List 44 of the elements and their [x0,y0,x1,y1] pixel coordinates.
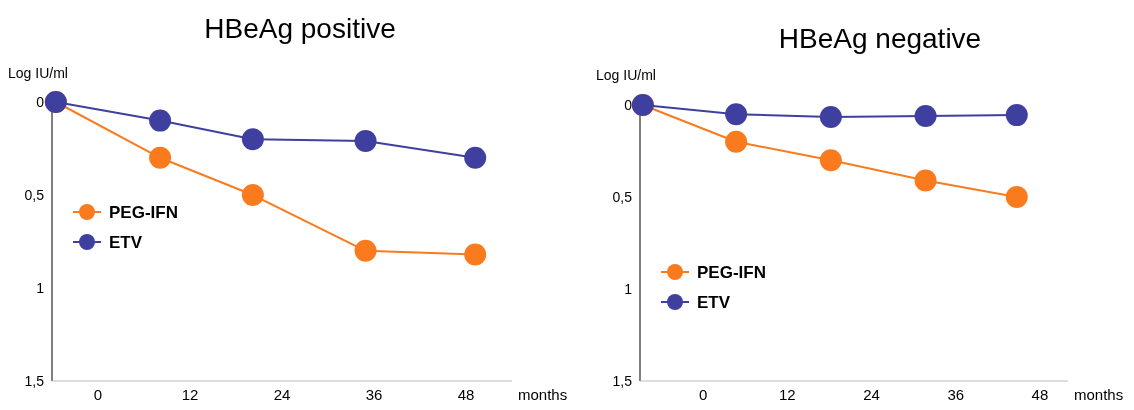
point [914,169,937,192]
point [725,103,748,126]
point [354,130,377,153]
x-tick-label: 36 [947,386,965,403]
y-tick-label: 0 [36,94,45,110]
point [1005,186,1028,208]
legend-label: PEG-IFN [109,203,178,222]
x-axis-title: months [1074,386,1124,403]
y-axis-title: Log IU/ml [8,65,68,81]
x-tick-label: 12 [779,386,796,403]
point [914,105,937,128]
y-tick-label: 0,5 [612,189,633,205]
point [464,243,487,266]
y-tick-label: 0 [624,97,633,113]
y-tick-label: 0,5 [24,187,45,203]
x-tick-label: 12 [181,386,199,403]
legend-label: ETV [697,293,731,312]
point [819,105,842,128]
point [1005,104,1028,127]
point [241,128,264,151]
point [149,109,172,132]
x-tick-label: 0 [93,386,103,403]
x-tick-label: 24 [273,386,291,403]
x-tick-label: 24 [863,386,880,403]
x-tick-label: 0 [698,386,708,403]
chart-title: HBeAg negative [778,23,982,54]
point [819,149,842,172]
y-tick-label: 1,5 [24,373,45,389]
point [149,146,172,169]
y-tick-label: 1 [36,280,45,296]
x-axis-title: months [518,386,568,403]
point [354,239,377,262]
x-tick-label: 48 [457,386,475,403]
point [464,146,487,169]
point [241,184,264,206]
y-tick-label: 1,5 [612,373,633,389]
legend-label: PEG-IFN [697,263,766,282]
y-axis-title: Log IU/ml [596,67,656,83]
x-tick-label: 36 [365,386,383,403]
chart-title: HBeAg positive [204,13,396,44]
point [725,130,748,153]
x-tick-label: 48 [1031,386,1049,403]
legend-label: ETV [109,233,143,252]
y-tick-label: 1 [624,281,633,297]
